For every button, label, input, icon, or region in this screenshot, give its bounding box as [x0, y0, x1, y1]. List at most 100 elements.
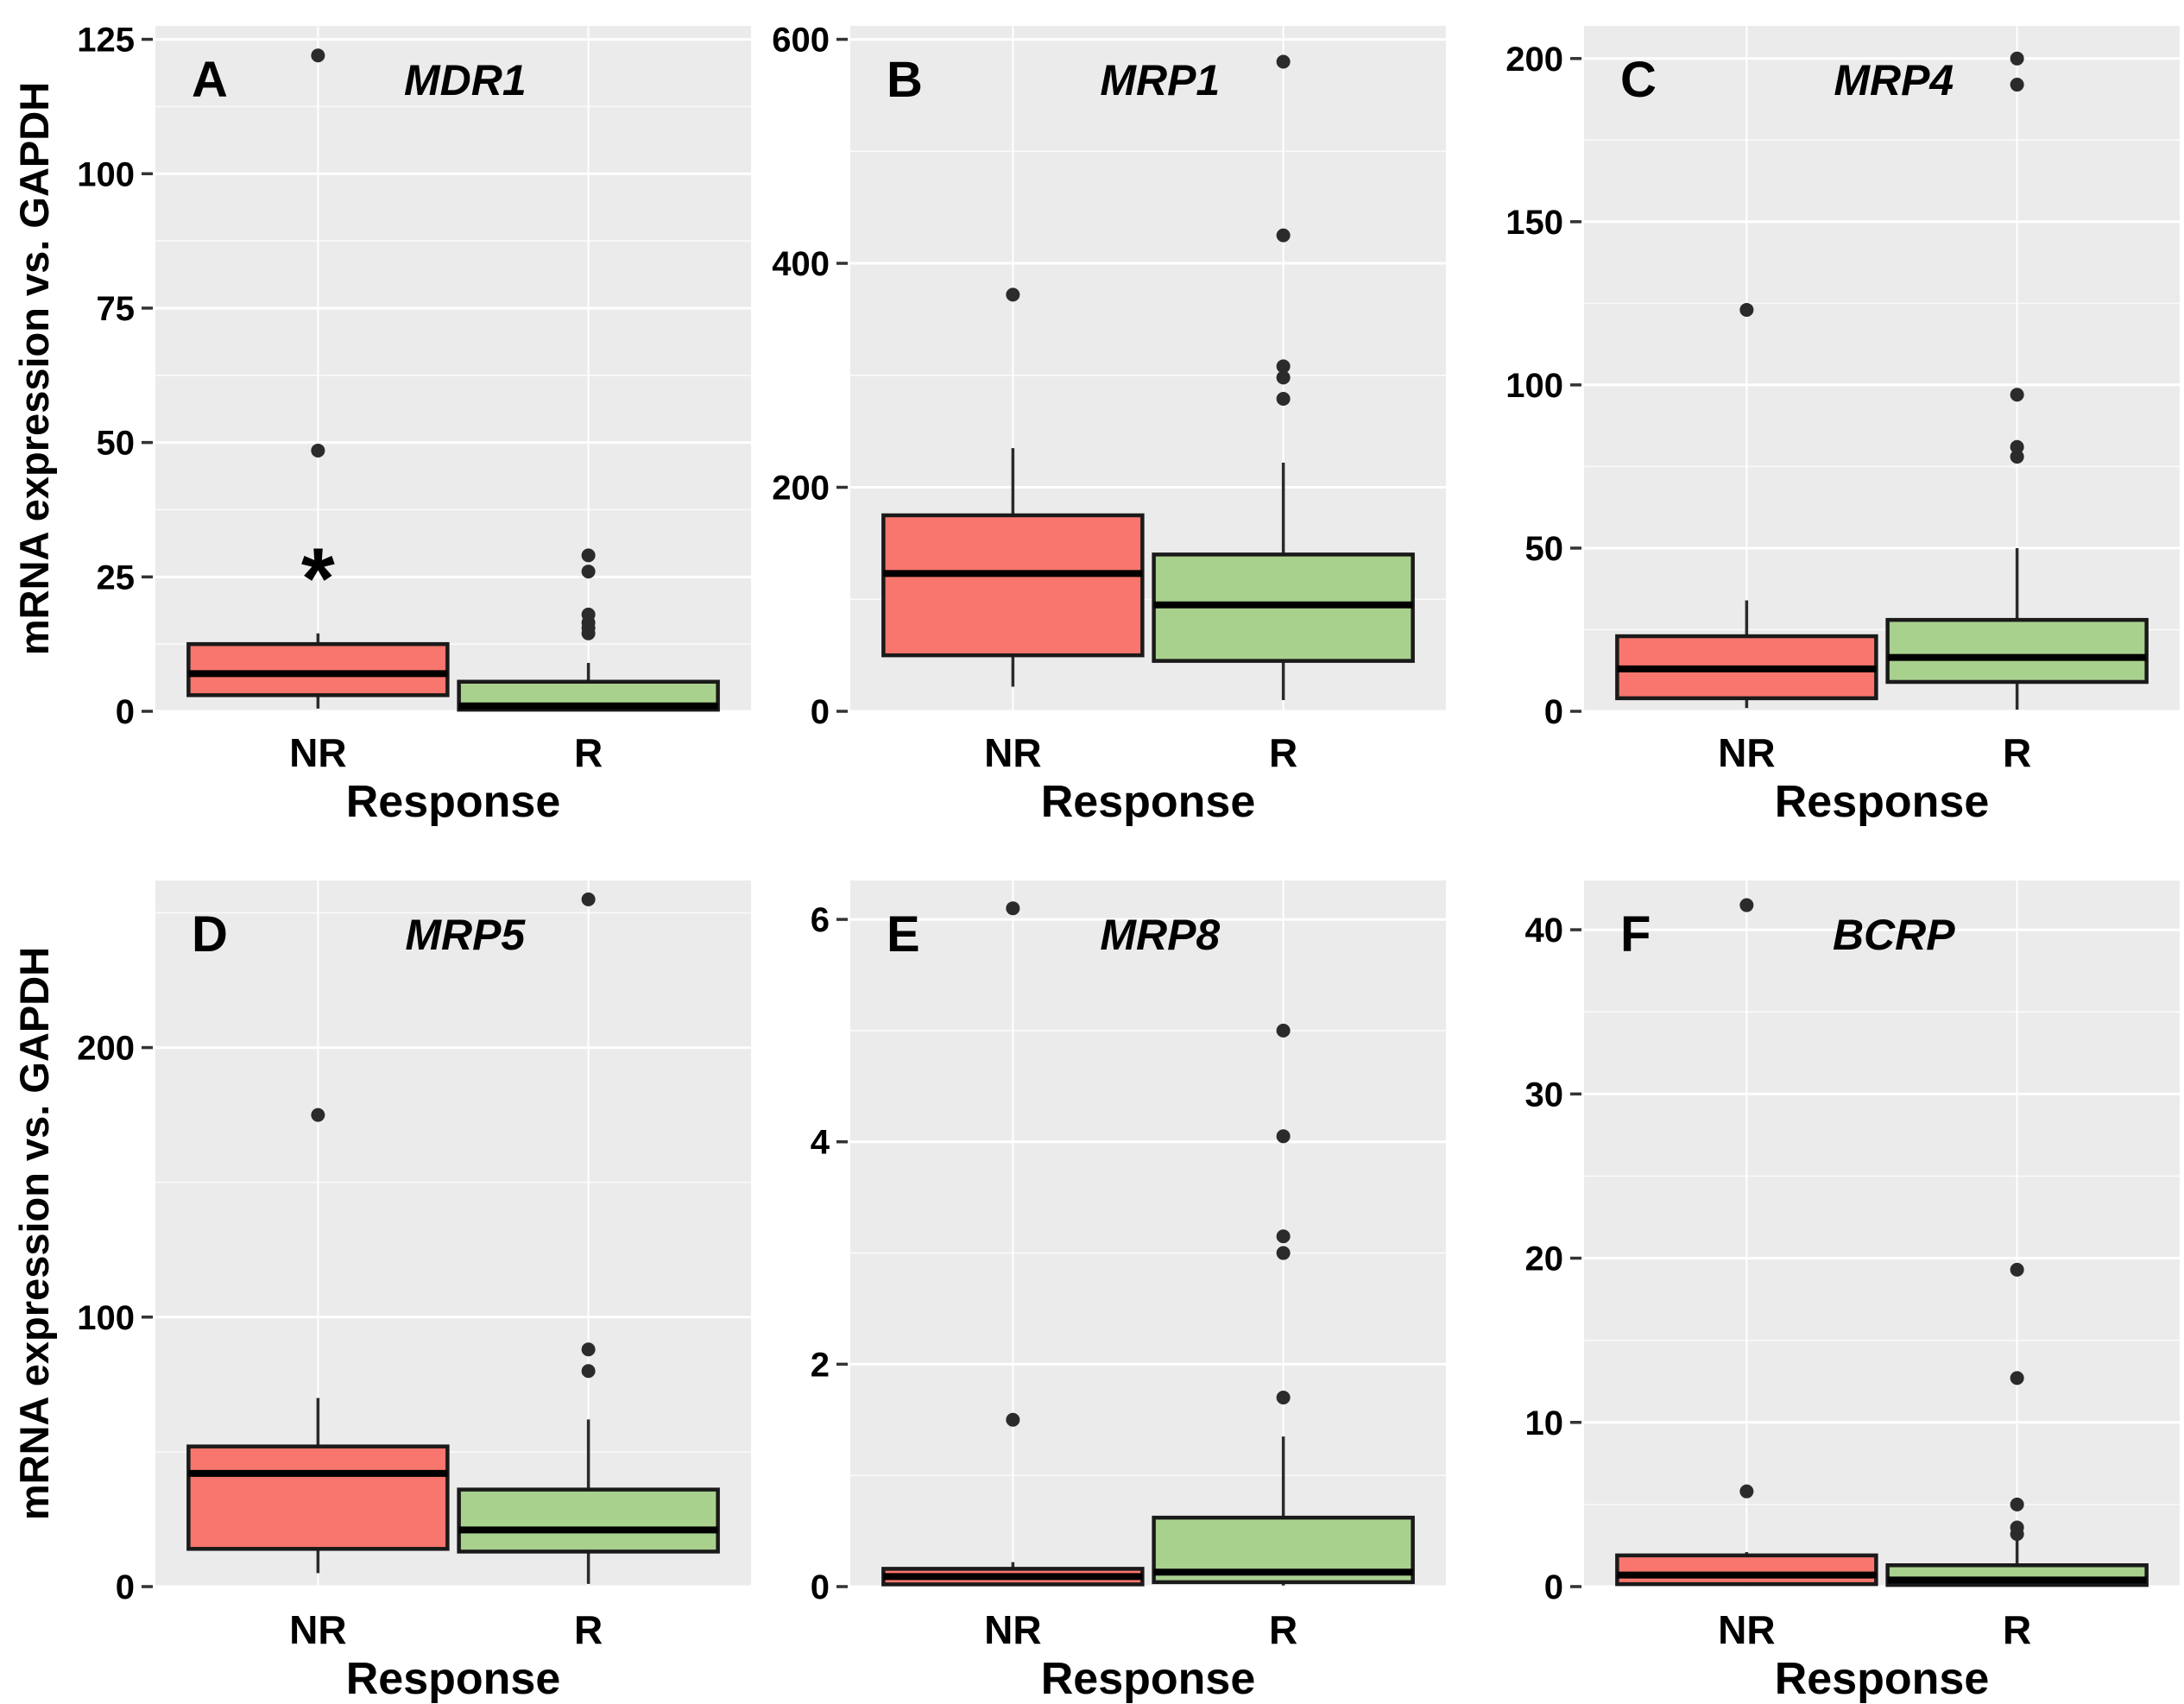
outlier-point	[2010, 388, 2024, 402]
category-label-r: R	[2003, 730, 2031, 775]
outlier-point	[2010, 1262, 2024, 1277]
outlier-point	[2010, 1520, 2024, 1535]
y-tick-label: 200	[772, 470, 830, 508]
category-label-nr: NR	[984, 1607, 1041, 1652]
box-nr	[881, 513, 1145, 658]
outlier-point	[581, 1364, 596, 1379]
outlier-point	[1276, 1129, 1291, 1144]
plot-area	[850, 880, 1446, 1587]
box-nr	[1615, 1553, 1878, 1587]
panel-letter: B	[887, 52, 923, 108]
outlier-point	[1006, 901, 1020, 916]
category-label-r: R	[574, 1607, 603, 1652]
outlier-point	[1006, 1412, 1020, 1427]
y-tick-label: 0	[1544, 1568, 1563, 1606]
plot-area	[1584, 880, 2180, 1587]
y-tick-label: 40	[1525, 912, 1564, 950]
x-axis-label: Response	[1041, 1654, 1256, 1704]
outlier-point	[1276, 392, 1291, 407]
category-label-nr: NR	[289, 1607, 346, 1652]
outlier-point	[1276, 359, 1291, 374]
box-r	[1885, 617, 2149, 685]
outlier-point	[311, 443, 325, 458]
y-tick-label: 10	[1525, 1404, 1564, 1442]
y-tick-label: 0	[116, 1568, 135, 1606]
outlier-point	[2010, 450, 2024, 464]
y-tick-label: 0	[811, 1568, 830, 1606]
y-tick-label: 125	[77, 22, 135, 60]
y-tick-label: 0	[116, 693, 135, 731]
y-tick-label: 2	[811, 1346, 830, 1384]
x-axis-label: Response	[1775, 777, 1990, 827]
y-tick-label: 200	[1505, 41, 1563, 79]
panel-A: 0 25 50 75 100 125 NR R * A MDR1 Response	[77, 22, 751, 827]
outlier-point	[1276, 1023, 1291, 1038]
outlier-point	[2010, 1497, 2024, 1512]
x-axis-label: Response	[1775, 1654, 1990, 1704]
outlier-point	[581, 607, 596, 622]
outlier-point	[1276, 1246, 1291, 1260]
outlier-point	[1276, 228, 1291, 243]
y-tick-label: 25	[97, 559, 136, 596]
outlier-point	[2010, 439, 2024, 454]
outlier-point	[1739, 302, 1754, 317]
significance-asterisk: *	[301, 530, 335, 627]
y-tick-label: 100	[1505, 367, 1563, 405]
gene-title: BCRP	[1833, 911, 1955, 959]
plot-area	[155, 26, 751, 711]
x-axis-label: Response	[1041, 777, 1256, 827]
y-tick-label: 150	[1505, 204, 1563, 242]
outlier-point	[1276, 54, 1291, 69]
x-axis-label: Response	[346, 1654, 561, 1704]
plot-area	[1584, 26, 2180, 711]
outlier-point	[1006, 287, 1020, 302]
panel-D: 0 100 200 NR R D MRP5 Response	[77, 880, 751, 1704]
y-tick-label: 20	[1525, 1240, 1564, 1278]
panel-C: 0 50 100 150 200 NR R C MRP4 Response	[1505, 26, 2180, 827]
outlier-point	[1739, 1484, 1754, 1499]
panel-letter: C	[1620, 52, 1657, 108]
outlier-point	[1276, 1391, 1291, 1405]
box-nr	[186, 641, 450, 697]
category-label-r: R	[1269, 730, 1297, 775]
gene-title: MRP5	[405, 911, 526, 959]
outlier-point	[1739, 898, 1754, 912]
category-label-r: R	[574, 730, 603, 775]
y-tick-label: 0	[1544, 693, 1563, 731]
panel-letter: E	[887, 906, 920, 962]
y-tick-label: 100	[77, 155, 135, 193]
outlier-point	[1276, 370, 1291, 385]
y-tick-label: 6	[811, 901, 830, 939]
outlier-point	[581, 1342, 596, 1357]
category-label-r: R	[1269, 1607, 1297, 1652]
outlier-point	[581, 548, 596, 563]
gene-title: MRP4	[1834, 56, 1954, 104]
y-tick-label: 100	[77, 1299, 135, 1337]
outlier-point	[311, 1108, 325, 1122]
panel-F: 0 10 20 30 40 NR R F BCRP Response	[1525, 880, 2180, 1704]
category-label-r: R	[2003, 1607, 2031, 1652]
gene-title: MDR1	[404, 56, 527, 104]
outlier-point	[2010, 1371, 2024, 1385]
y-tick-label: 200	[77, 1030, 135, 1068]
panel-letter: A	[192, 52, 228, 108]
category-label-nr: NR	[1718, 730, 1775, 775]
panel-B: 0 200 400 600 NR R B MRP1 Response	[772, 22, 1446, 827]
panel-E: 0 2 4 6 NR R E MRP8 Response	[811, 880, 1446, 1704]
y-tick-label: 50	[1525, 530, 1564, 568]
category-label-nr: NR	[289, 730, 346, 775]
outlier-point	[581, 892, 596, 906]
y-tick-label: 0	[811, 693, 830, 731]
y-tick-label: 600	[772, 22, 830, 60]
y-tick-label: 30	[1525, 1076, 1564, 1114]
outlier-point	[2010, 51, 2024, 66]
outlier-point	[311, 48, 325, 63]
outlier-point	[2010, 78, 2024, 92]
y-tick-label: 75	[97, 290, 136, 328]
gene-title: MRP8	[1100, 911, 1220, 959]
gene-title: MRP1	[1100, 56, 1220, 104]
panel-letter: D	[192, 906, 228, 962]
outlier-point	[581, 565, 596, 579]
category-label-nr: NR	[1718, 1607, 1775, 1652]
